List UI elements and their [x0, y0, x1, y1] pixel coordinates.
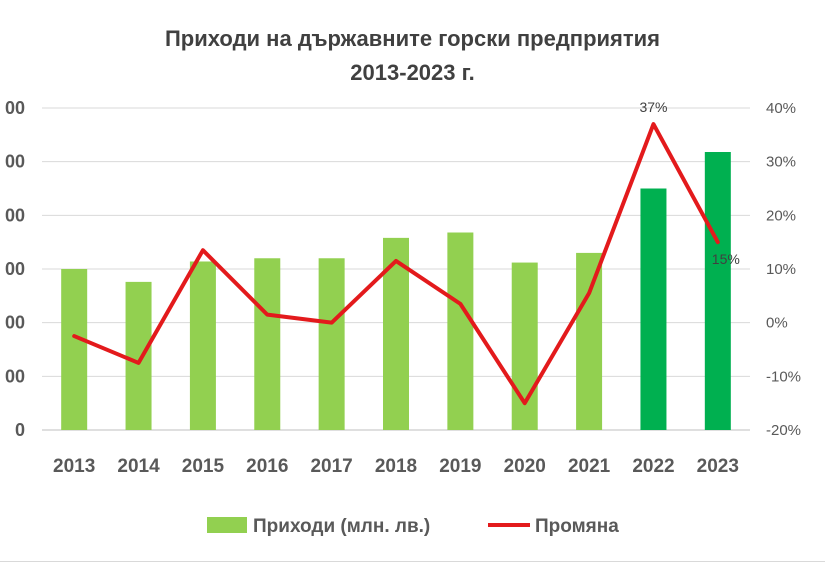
right-axis-tick-label: 30%: [766, 154, 796, 171]
x-axis-tick-label: 2013: [53, 456, 95, 477]
change-line-series: [72, 122, 720, 406]
right-axis-tick-label: 40%: [766, 100, 796, 117]
bar-2022: [640, 188, 667, 430]
x-axis-tick-label: 2023: [697, 456, 739, 477]
x-axis-tick-label: 2014: [117, 456, 160, 477]
bar-2023: [704, 152, 731, 431]
bar-2015: [189, 261, 216, 430]
left-axis-tick-label: 00: [5, 366, 25, 386]
bottom-divider: [0, 561, 825, 562]
right-axis-tick-label: 0%: [766, 315, 788, 332]
bar-2019: [447, 232, 474, 430]
right-axis-tick-label: -20%: [766, 422, 801, 439]
bar-2014: [125, 281, 152, 430]
x-axis-tick-label: 2019: [439, 456, 481, 477]
left-axis-tick-label: 00: [5, 313, 25, 333]
x-axis-tick-label: 2020: [504, 456, 546, 477]
legend-label-change: Промяна: [535, 516, 619, 537]
left-axis-tick-label: 00: [5, 259, 25, 279]
legend-swatch-revenue: [207, 517, 247, 533]
data-label-2023: 15%: [712, 251, 740, 267]
bar-2021: [576, 252, 603, 430]
right-axis-tick-label: 20%: [766, 207, 796, 224]
left-axis-tick-label: 00: [5, 98, 25, 118]
x-axis-tick-label: 2021: [568, 456, 611, 477]
left-axis-tick-label: 00: [5, 152, 25, 172]
data-label-2022: 37%: [639, 99, 667, 115]
right-axis-tick-label: 10%: [766, 261, 796, 278]
bar-2016: [254, 258, 281, 430]
x-axis-tick-label: 2016: [246, 456, 288, 477]
x-axis-tick-label: 2022: [632, 456, 674, 477]
x-axis-tick-label: 2018: [375, 456, 417, 477]
x-axis-tick-label: 2015: [182, 456, 225, 477]
right-axis-tick-label: -10%: [766, 368, 801, 385]
bar-2017: [318, 258, 345, 430]
chart-title: Приходи на държавните горски предприятия: [164, 26, 661, 51]
chart-subtitle: 2013-2023 г.: [350, 60, 475, 85]
legend-label-revenue: Приходи (млн. лв.): [253, 516, 430, 537]
left-axis-tick-label: 00: [5, 205, 25, 225]
bar-2013: [61, 269, 88, 430]
x-axis-tick-label: 2017: [310, 456, 352, 477]
left-axis-tick-label: 0: [15, 420, 25, 440]
